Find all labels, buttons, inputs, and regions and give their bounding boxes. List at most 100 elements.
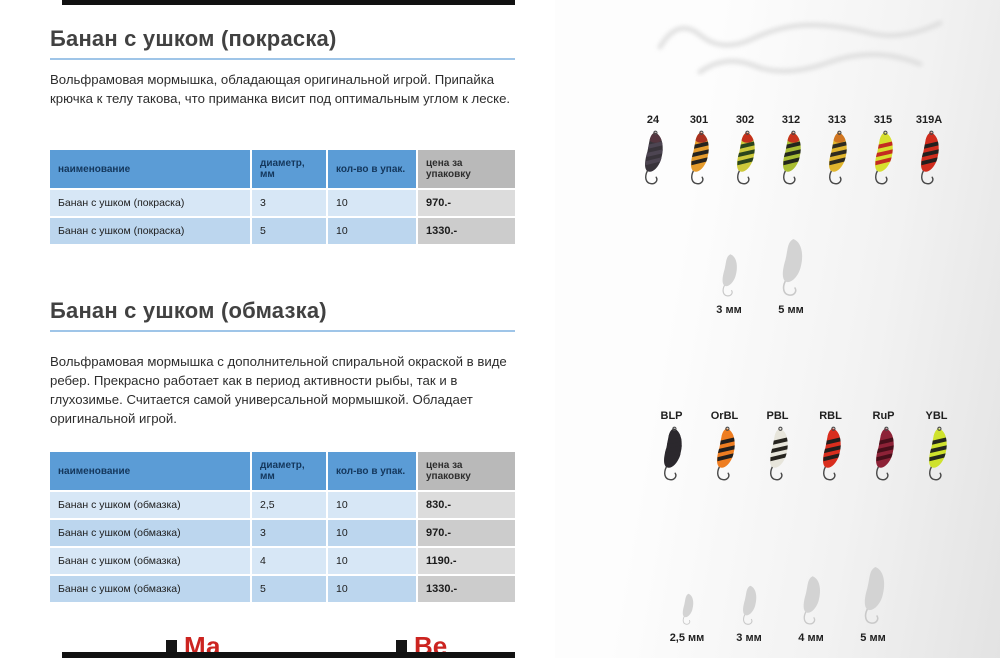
section1-description: Вольфрамовая мормышка, обладающая оригин… (50, 72, 511, 106)
lure-swatch: BLP (645, 410, 698, 482)
cell-name: Банан с ушком (покраска) (50, 218, 250, 244)
cell-name: Банан с ушком (обмазка) (50, 520, 250, 546)
lure-swatch: 302 (722, 114, 768, 186)
cell-price: 1330.- (418, 218, 515, 244)
lure-code-label: RuP (872, 410, 895, 422)
lure-head (666, 428, 682, 439)
size-silhouette: 5 мм (849, 564, 897, 644)
cell-name: Банан с ушком (обмазка) (50, 576, 250, 602)
lure-head (878, 132, 893, 143)
lure-swatch: PBL (751, 410, 804, 482)
size-silhouette: 2,5 мм (663, 592, 711, 644)
lure-silhouette-icon (722, 254, 737, 297)
lure-stripes (822, 437, 841, 462)
lure-head (825, 428, 841, 439)
lure-swatch: RBL (804, 410, 857, 482)
size-label: 2,5 мм (669, 632, 705, 644)
coated-color-swatches: BLP OrBL PBL (645, 410, 963, 482)
lure-stripes (875, 437, 894, 462)
lure-swatch: 319A (906, 114, 952, 186)
cropped-footer-mark (396, 640, 407, 652)
lure-head (931, 428, 947, 439)
cell-name: Банан с ушком (обмазка) (50, 492, 250, 518)
header-qty: кол-во в упак. (328, 150, 416, 188)
lure-icon (663, 426, 682, 481)
lure-code-label: PBL (766, 410, 789, 422)
paint-size-chart: 3 мм 5 мм (705, 230, 815, 316)
size-silhouette: 4 мм (787, 574, 835, 644)
lure-head (832, 132, 847, 143)
header-name: наименование (50, 452, 250, 490)
faint-print-artifact (657, 20, 943, 75)
lure-code-label: 315 (873, 114, 893, 126)
size-label: 3 мм (716, 304, 742, 316)
lure-swatch: RuP (857, 410, 910, 482)
cell-diameter: 5 (252, 576, 326, 602)
lure-stripes (737, 141, 755, 166)
lure-head (772, 428, 788, 439)
lure-code-label: 313 (827, 114, 847, 126)
lure-swatch: 313 (814, 114, 860, 186)
lure-swatch: OrBL (698, 410, 751, 482)
lure-code-label: 24 (646, 114, 660, 126)
cell-qty: 10 (328, 548, 416, 574)
header-name: наименование (50, 150, 250, 188)
cropped-top-banner (62, 0, 515, 5)
lure-stripes (716, 437, 735, 462)
lure-icon (829, 130, 847, 185)
lure-swatch: 315 (860, 114, 906, 186)
lure-head (719, 428, 735, 439)
lure-code-label: 302 (735, 114, 755, 126)
cell-qty: 10 (328, 576, 416, 602)
cell-price: 1330.- (418, 576, 515, 602)
header-diameter: диаметр, мм (252, 452, 326, 490)
lure-silhouette-icon (864, 567, 884, 624)
lure-icon (737, 130, 755, 185)
lure-stripes (928, 437, 947, 462)
lure-icon (875, 426, 894, 481)
lure-icon (645, 130, 663, 185)
section2-title: Банан с ушком (обмазка) (50, 298, 327, 323)
lure-swatch: YBL (910, 410, 963, 482)
paint-table: наименование диаметр, мм кол-во в упак. … (50, 150, 515, 244)
cell-name: Банан с ушком (обмазка) (50, 548, 250, 574)
lure-stripes (645, 141, 663, 166)
lure-code-label: OrBL (710, 410, 739, 422)
lure-icon (716, 426, 735, 481)
lure-stripes (921, 141, 939, 166)
lure-icon (769, 426, 788, 481)
lure-head (878, 428, 894, 439)
cell-price: 1190.- (418, 548, 515, 574)
size-label: 4 мм (798, 632, 824, 644)
lure-icon (691, 130, 709, 185)
section2-description: Вольфрамовая мормышка с дополнительной с… (50, 354, 507, 426)
coated-table: наименование диаметр, мм кол-во в упак. … (50, 452, 515, 602)
cell-diameter: 4 (252, 548, 326, 574)
cell-price: 830.- (418, 492, 515, 518)
cell-price: 970.- (418, 190, 515, 216)
lure-head (786, 132, 801, 143)
lure-code-label: RBL (819, 410, 842, 422)
cell-diameter: 5 (252, 218, 326, 244)
lure-icon (928, 426, 947, 481)
lure-silhouette-icon (743, 585, 757, 625)
lure-stripes (829, 141, 847, 166)
header-diameter: диаметр, мм (252, 150, 326, 188)
lure-icon (783, 130, 801, 185)
lure-stripes (663, 437, 682, 462)
lure-silhouette-icon (803, 576, 821, 625)
cell-diameter: 3 (252, 520, 326, 546)
photo-panel (555, 0, 1000, 658)
size-silhouette: 3 мм (705, 252, 753, 316)
lure-code-label: 301 (689, 114, 709, 126)
lure-silhouette-icon (682, 593, 693, 625)
section1-title: Банан с ушком (покраска) (50, 26, 337, 51)
lure-icon (875, 130, 893, 185)
cell-qty: 10 (328, 520, 416, 546)
lure-icon (822, 426, 841, 481)
lure-stripes (691, 141, 709, 166)
lure-stripes (769, 437, 788, 462)
lure-stripes (783, 141, 801, 166)
cropped-bottom-banner (62, 652, 515, 658)
